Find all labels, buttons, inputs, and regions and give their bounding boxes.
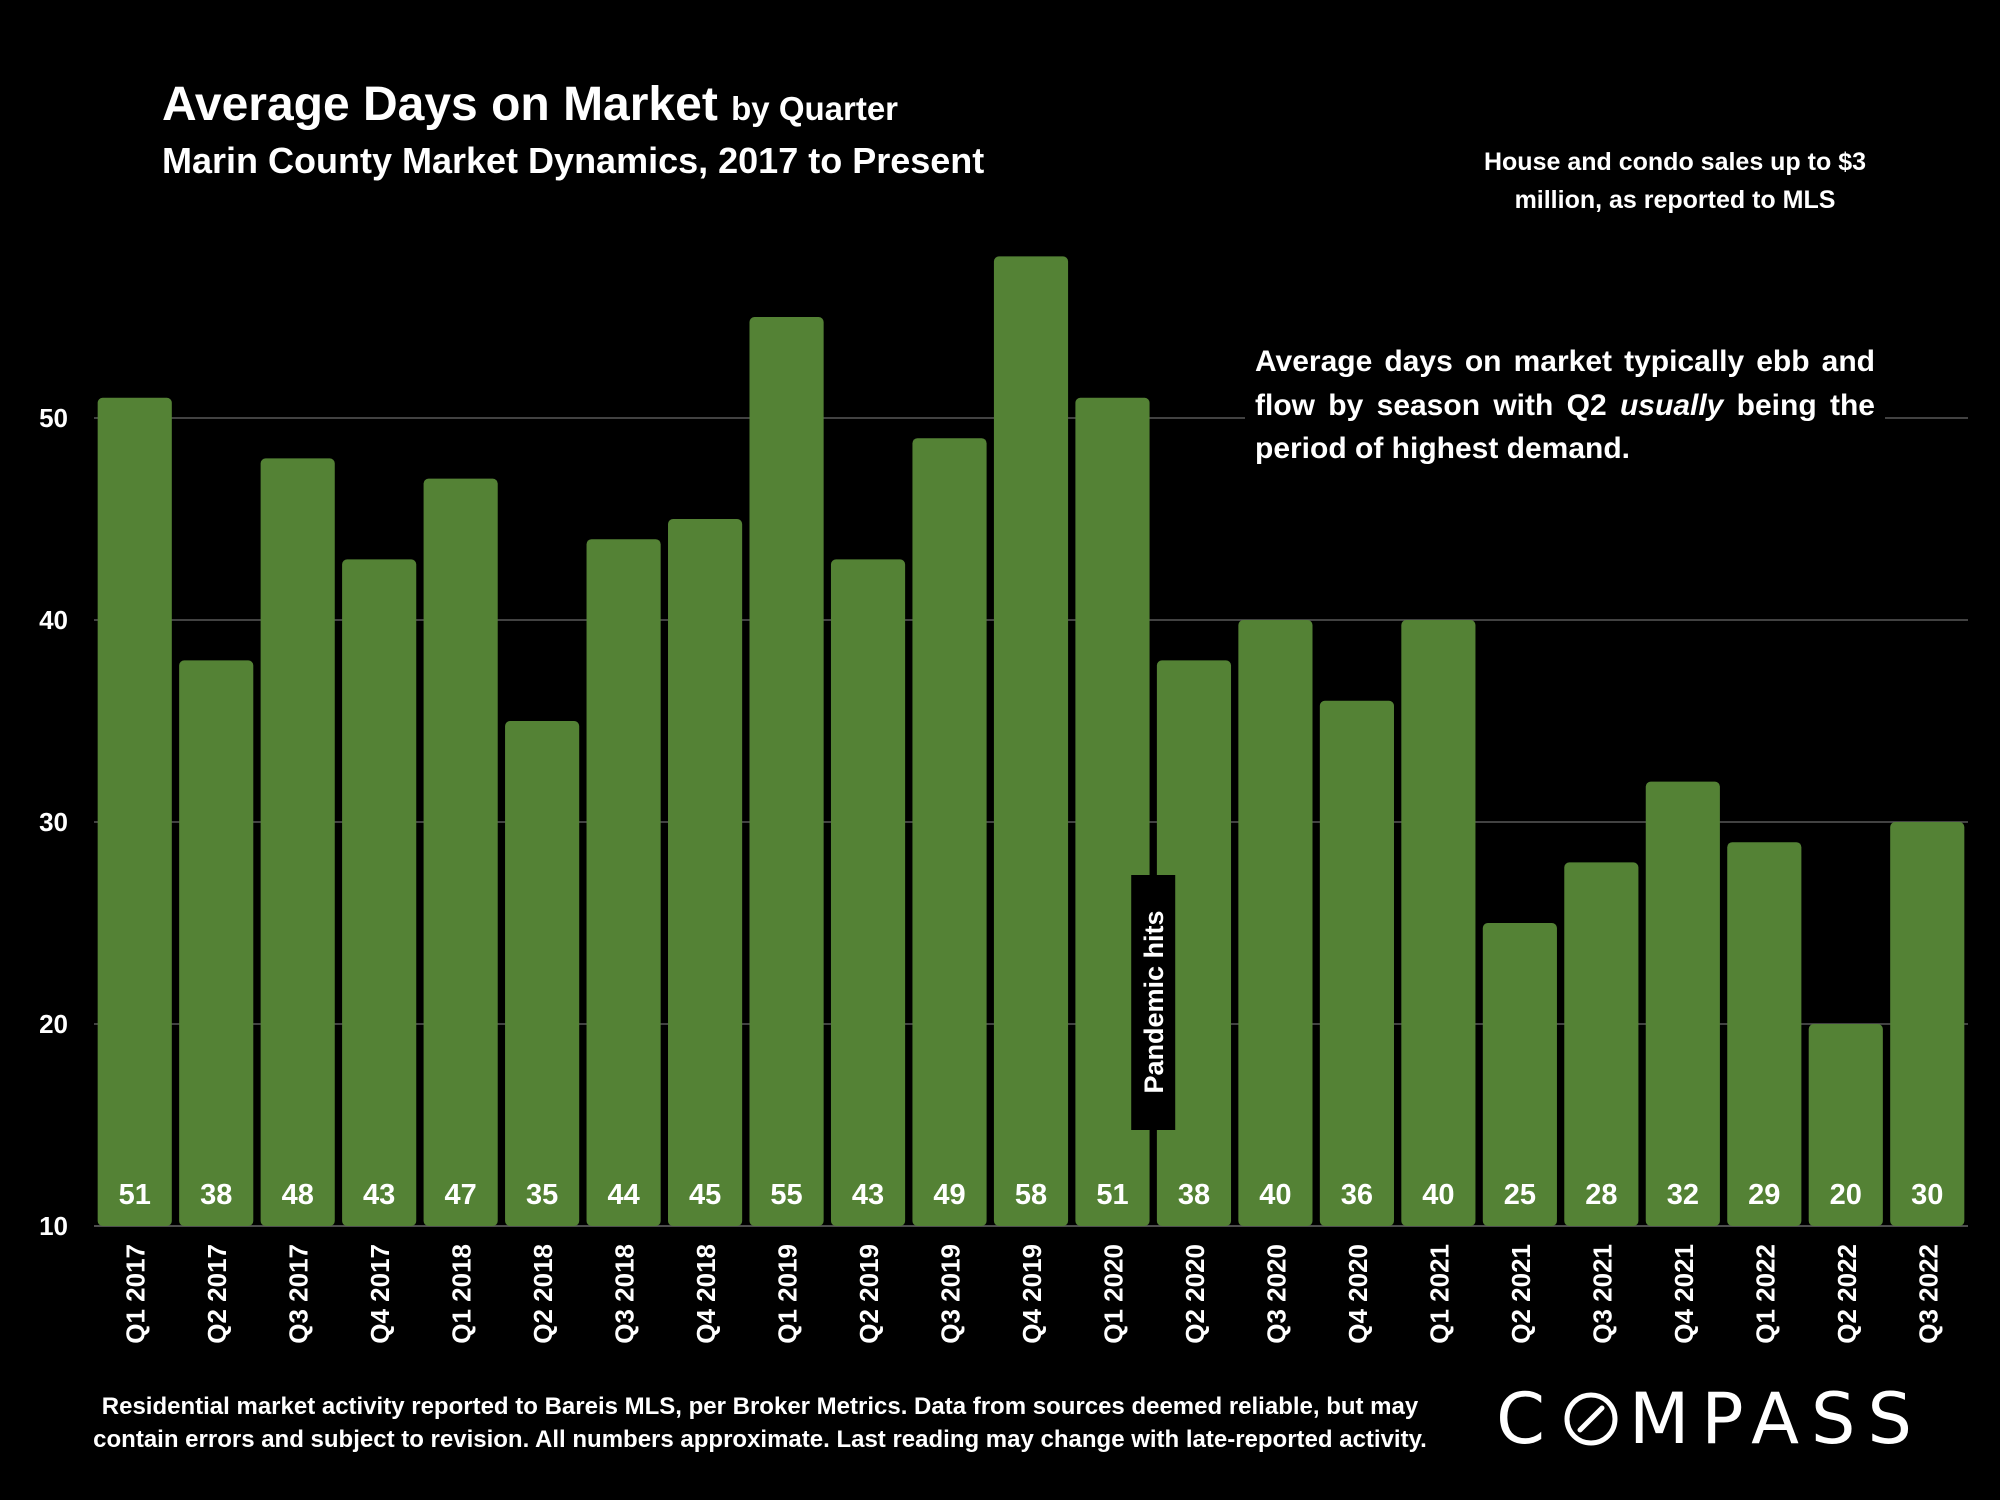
callout-emphasis: usually: [1619, 388, 1724, 422]
bar: [1645, 781, 1720, 1226]
y-tick-label: 30: [39, 807, 68, 837]
x-tick-label: Q2 2022: [1832, 1244, 1862, 1344]
bar: [1482, 923, 1557, 1226]
annotation-layer: Pandemic hits: [1131, 875, 1176, 1130]
data-label: 48: [282, 1179, 314, 1211]
logo-text-start: C: [1496, 1378, 1557, 1460]
chart-subtitle: Marin County Market Dynamics, 2017 to Pr…: [162, 139, 985, 181]
x-tick-label: Q4 2019: [1017, 1244, 1047, 1344]
data-label: 44: [607, 1179, 639, 1211]
bar: [1075, 397, 1150, 1226]
data-labels: 51 38 48 43 47 35 44 45 55 43 49 58 51 38 40 36 40 25 28 32…: [119, 1179, 1944, 1211]
x-tick-label: Q2 2021: [1506, 1244, 1536, 1344]
x-tick-label: Q3 2017: [284, 1244, 314, 1344]
data-label: 40: [1259, 1179, 1291, 1211]
callout-after: being the period of highest demand.: [1255, 388, 1875, 466]
x-tick-label: Q2 2018: [528, 1244, 558, 1344]
chart-title-suffix: by Quarter: [731, 90, 899, 127]
bar: [1238, 620, 1313, 1226]
x-tick-label: Q1 2019: [773, 1244, 803, 1344]
data-label: 35: [526, 1179, 558, 1211]
data-label: 58: [1015, 1179, 1047, 1211]
bar: [1727, 842, 1802, 1226]
bar: [1156, 660, 1232, 1226]
bar: [1564, 862, 1639, 1226]
data-label: 43: [852, 1179, 884, 1211]
bar: [668, 519, 743, 1226]
x-tick-label: Q3 2021: [1587, 1244, 1617, 1344]
bar: [1319, 700, 1394, 1226]
compass-logo: C MPASS: [1490, 1378, 1930, 1460]
pandemic-annotation: Pandemic hits: [1139, 910, 1169, 1093]
x-axis-ticks: Q1 2017 Q2 2017 Q3 2017 Q4 2017 Q1 2018 Q2 20…: [121, 1244, 1944, 1344]
bar: [1401, 620, 1476, 1226]
x-tick-label: Q4 2017: [365, 1244, 395, 1344]
data-label: 36: [1341, 1179, 1373, 1211]
data-label: 51: [1096, 1179, 1128, 1211]
chart-title-block: Average Days on Market by Quarter Marin …: [162, 78, 984, 185]
bar: [97, 397, 172, 1226]
y-tick-label: 20: [39, 1009, 68, 1039]
bars: [97, 256, 1965, 1227]
y-axis-ticks: 10 20 30 40 50: [39, 403, 68, 1241]
bar: [1890, 822, 1965, 1226]
x-tick-label: Q4 2018: [691, 1244, 721, 1344]
compass-o-icon: [1564, 1392, 1618, 1446]
bar: [423, 478, 498, 1227]
bar: [505, 721, 580, 1226]
annotation-backdrop: [1131, 875, 1176, 1130]
bar: [830, 559, 906, 1226]
x-tick-label: Q1 2017: [121, 1244, 151, 1344]
data-label: 43: [363, 1179, 395, 1211]
data-label: 49: [933, 1179, 965, 1211]
bar: [1808, 1024, 1883, 1226]
data-label: 47: [445, 1179, 477, 1211]
y-tick-label: 10: [39, 1211, 68, 1241]
bar: [260, 458, 335, 1226]
data-label: 30: [1911, 1179, 1943, 1211]
x-tick-label: Q3 2019: [936, 1244, 966, 1344]
y-tick-label: 40: [39, 605, 68, 635]
chart-title: Average Days on Market by Quarter: [162, 78, 984, 132]
x-tick-label: Q2 2019: [854, 1244, 884, 1344]
data-label: 55: [770, 1179, 802, 1211]
chart-title-main: Average Days on Market: [162, 78, 718, 131]
data-label: 45: [689, 1179, 721, 1211]
callout-text: Average days on market typically ebb and…: [1245, 336, 1885, 475]
scope-note: House and condo sales up to $3 million, …: [1483, 148, 1867, 214]
x-tick-label: Q2 2017: [202, 1244, 232, 1344]
bar: [993, 256, 1069, 1226]
bar: [342, 559, 417, 1226]
bar: [749, 317, 824, 1226]
logo-text-end: MPASS: [1629, 1378, 1924, 1460]
x-tick-label: Q3 2022: [1913, 1244, 1943, 1344]
callout-before: Average days on market typically ebb and…: [1255, 345, 1875, 422]
data-label: 29: [1748, 1179, 1780, 1211]
x-tick-label: Q2 2020: [1180, 1244, 1210, 1344]
data-label: 28: [1585, 1179, 1617, 1211]
data-label: 40: [1422, 1179, 1454, 1211]
x-tick-label: Q4 2021: [1669, 1244, 1699, 1344]
x-tick-label: Q3 2020: [1261, 1244, 1291, 1344]
x-tick-label: Q1 2018: [447, 1244, 477, 1344]
data-label: 20: [1830, 1179, 1862, 1211]
y-tick-label: 50: [39, 403, 68, 433]
data-label: 32: [1667, 1179, 1699, 1211]
data-label: 38: [200, 1179, 232, 1211]
x-tick-label: Q3 2018: [610, 1244, 640, 1344]
x-tick-label: Q4 2020: [1343, 1244, 1373, 1344]
x-tick-label: Q1 2020: [1098, 1244, 1128, 1344]
data-label: 51: [119, 1179, 151, 1211]
data-label: 38: [1178, 1179, 1210, 1211]
source-footnote: Residential market activity reported to …: [93, 1393, 1427, 1454]
x-tick-label: Q1 2021: [1424, 1244, 1454, 1344]
bar: [179, 660, 254, 1226]
x-tick-label: Q1 2022: [1750, 1244, 1780, 1344]
bar: [586, 539, 661, 1226]
data-label: 25: [1504, 1179, 1536, 1211]
bar: [912, 438, 987, 1226]
